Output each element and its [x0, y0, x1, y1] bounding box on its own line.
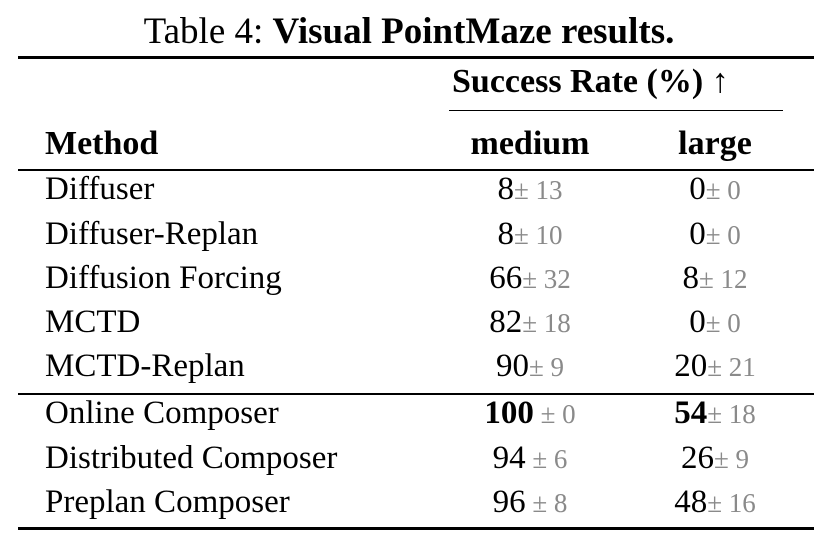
caption-label: Table 4: — [143, 11, 264, 52]
mid-rule — [18, 393, 814, 395]
medium-cell: 8± 10 — [497, 216, 563, 252]
medium-cell: 82± 18 — [489, 304, 571, 340]
method-name: Diffusion Forcing — [45, 260, 282, 296]
method-name: Diffuser-Replan — [45, 216, 259, 252]
bottom-rule — [18, 527, 814, 530]
large-cell: 20± 21 — [674, 348, 756, 384]
large-cell: 0± 0 — [689, 171, 741, 207]
method-name: Distributed Composer — [45, 440, 338, 476]
table-row: Online Composer 100 ± 0 54± 18 — [0, 391, 818, 435]
table-row: Distributed Composer 94 ± 6 26± 9 — [0, 436, 818, 480]
table-row: Preplan Composer 96 ± 8 48± 16 — [0, 480, 818, 524]
table-row: Diffusion Forcing 66± 32 8± 12 — [0, 256, 818, 300]
medium-cell: 100 ± 0 — [484, 395, 576, 431]
medium-header: medium — [470, 125, 590, 162]
method-name: Online Composer — [45, 395, 279, 431]
medium-cell: 96 ± 8 — [492, 484, 568, 520]
group-header: Success Rate (%) ↑ — [452, 63, 729, 100]
medium-cell: 90± 9 — [495, 348, 565, 384]
method-name: Preplan Composer — [45, 484, 290, 520]
table-row: MCTD-Replan 90± 9 20± 21 — [0, 344, 818, 388]
large-cell: 8± 12 — [682, 260, 748, 296]
caption-title: Visual PointMaze results. — [272, 11, 675, 52]
large-cell: 0± 0 — [689, 216, 741, 252]
medium-cell: 94 ± 6 — [492, 440, 568, 476]
medium-cell: 66± 32 — [489, 260, 571, 296]
large-cell: 54± 18 — [674, 395, 756, 431]
method-name: MCTD — [45, 304, 141, 340]
header-rule — [18, 169, 814, 171]
method-name: Diffuser — [45, 171, 155, 207]
table-row: Diffuser 8± 13 0± 0 — [0, 167, 818, 211]
large-cell: 0± 0 — [689, 304, 741, 340]
large-cell: 48± 16 — [674, 484, 756, 520]
method-name: MCTD-Replan — [45, 348, 245, 384]
top-rule — [18, 56, 814, 59]
method-header: Method — [45, 125, 159, 162]
table-row: Diffuser-Replan 8± 10 0± 0 — [0, 212, 818, 256]
table-row: MCTD 82± 18 0± 0 — [0, 300, 818, 344]
table-caption: Table 4: Visual PointMaze results. — [0, 10, 818, 54]
large-header: large — [678, 125, 752, 162]
medium-cell: 8± 13 — [497, 171, 563, 207]
group-underline — [449, 110, 783, 111]
large-cell: 26± 9 — [680, 440, 750, 476]
